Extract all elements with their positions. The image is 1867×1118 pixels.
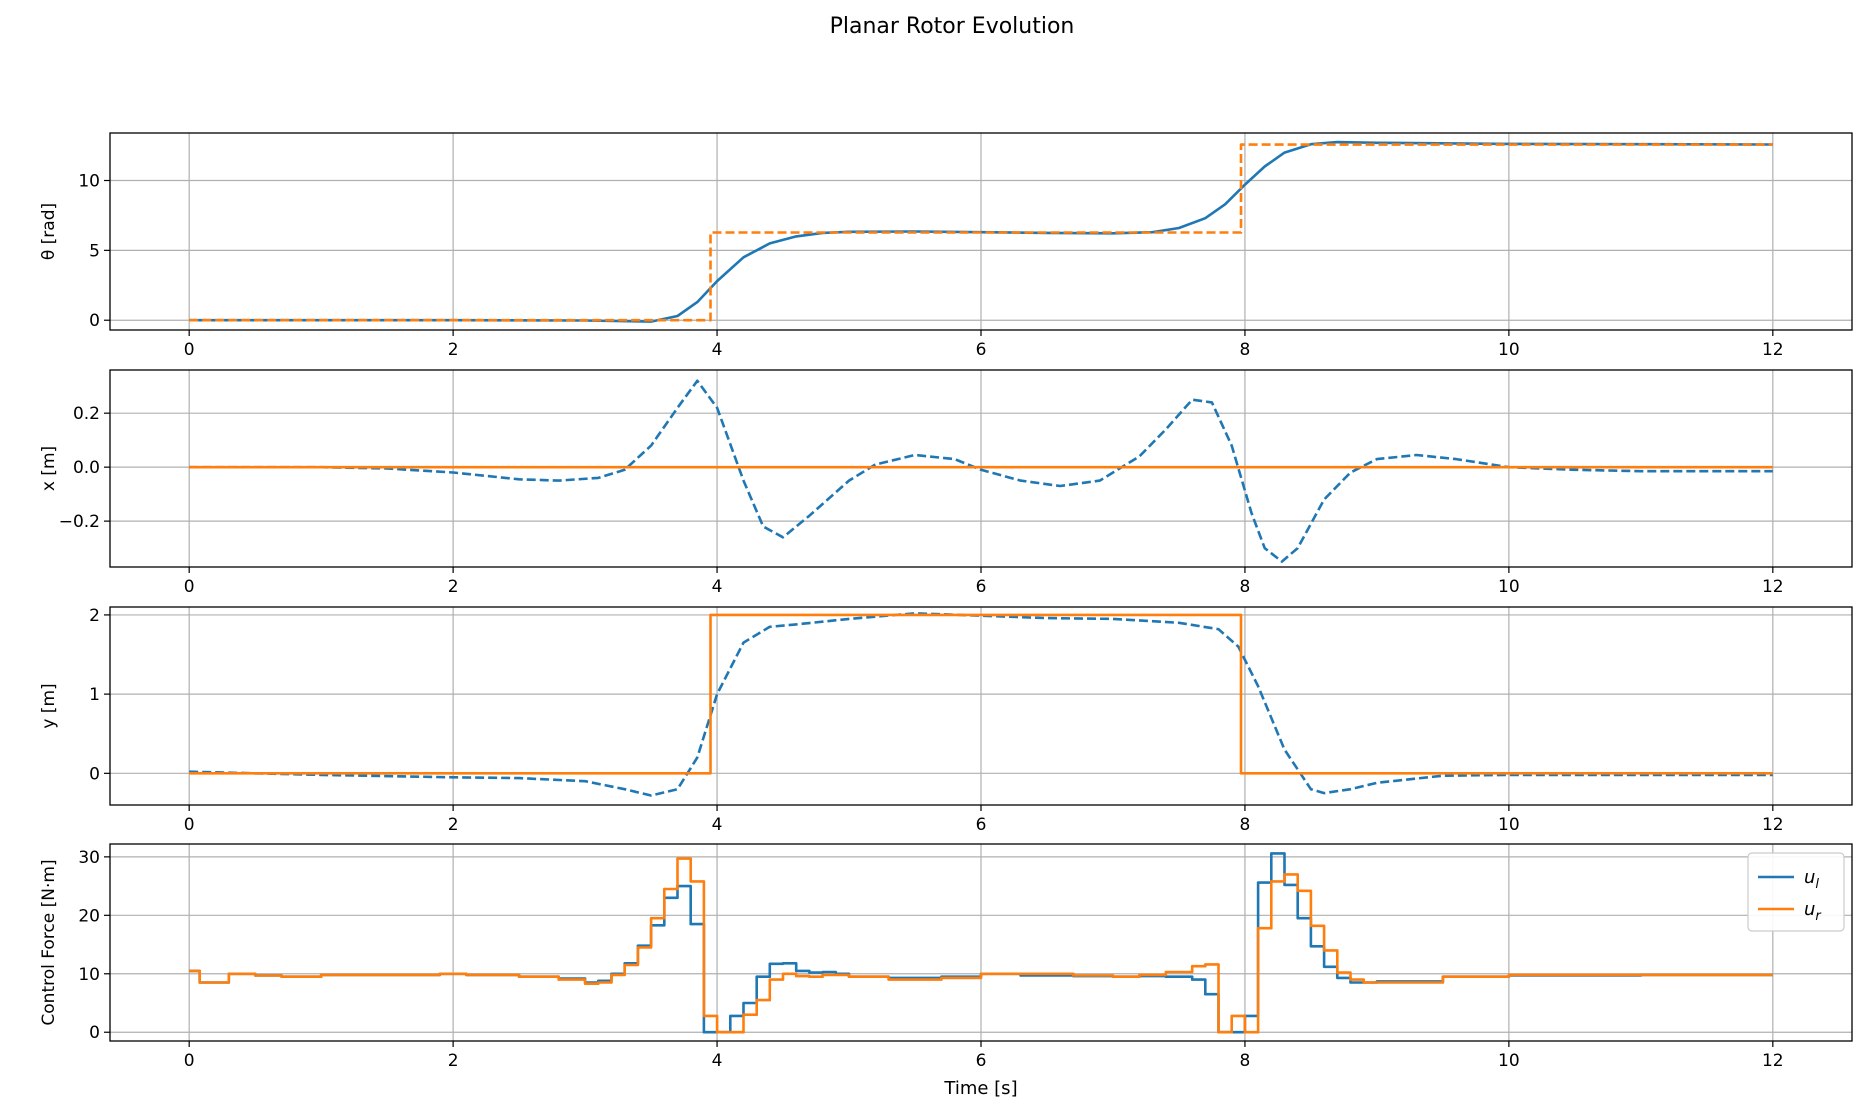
x-tick-label: 6	[976, 577, 987, 597]
x-tick-label: 8	[1240, 340, 1251, 360]
y-tick-label: 0.0	[73, 458, 100, 478]
x-tick-label: 0	[184, 577, 195, 597]
subplot-2: 0 2 4 6 8 10 12 −0.2 0.0 0.2 x [m]	[39, 369, 1853, 597]
y-tick-label: 10	[78, 172, 100, 192]
y-tick-label: 10	[78, 965, 100, 985]
x-tick-label: 10	[1498, 815, 1520, 835]
y-tick-label: 0	[89, 764, 100, 784]
x-tick-label: 6	[976, 1051, 987, 1071]
x-tick-label: 4	[712, 1051, 723, 1071]
y-axis-label: Control Force [N·m]	[39, 859, 59, 1025]
x-tick-label: 8	[1240, 815, 1251, 835]
x-tick-label: 4	[712, 815, 723, 835]
x-tick-label: 12	[1762, 340, 1784, 360]
y-tick-label: 5	[89, 241, 100, 261]
x-tick-label: 2	[448, 340, 459, 360]
x-tick-label: 0	[184, 340, 195, 360]
figure-title: Planar Rotor Evolution	[830, 14, 1075, 39]
series-line-2	[189, 143, 1773, 322]
y-tick-label: 2	[89, 606, 100, 626]
x-tick-label: 6	[976, 815, 987, 835]
y-tick-label: 20	[78, 906, 100, 926]
x-tick-label: 8	[1240, 1051, 1251, 1071]
subplot-1: 0 2 4 6 8 10 12 0 5 10 θ [rad]	[39, 132, 1853, 360]
series-line-1	[189, 612, 1773, 797]
y-axis-label: θ [rad]	[39, 203, 59, 260]
y-tick-label: 0	[89, 1023, 100, 1043]
series-line-2	[189, 857, 1773, 1034]
x-tick-label: 4	[712, 340, 723, 360]
series-line-2	[189, 613, 1773, 775]
x-tick-label: 4	[712, 577, 723, 597]
y-axis-label: x [m]	[39, 446, 59, 491]
x-tick-label: 12	[1762, 577, 1784, 597]
x-axis-label: Time [s]	[943, 1078, 1017, 1099]
series-line-1	[189, 379, 1773, 563]
subplot-4: 0 2 4 6 8 10 12 0 10 20 30 Control Force [N·m] Time …	[39, 843, 1853, 1099]
y-tick-label: 30	[78, 848, 100, 868]
x-tick-label: 10	[1498, 1051, 1520, 1071]
x-tick-label: 8	[1240, 577, 1251, 597]
y-tick-label: 0.2	[73, 404, 100, 424]
y-tick-label: 0	[89, 311, 100, 331]
x-tick-label: 6	[976, 340, 987, 360]
x-tick-label: 10	[1498, 340, 1520, 360]
legend-box	[1747, 852, 1845, 932]
x-tick-label: 2	[448, 1051, 459, 1071]
x-tick-label: 0	[184, 815, 195, 835]
y-tick-label: 1	[89, 685, 100, 705]
x-tick-label: 12	[1762, 815, 1784, 835]
y-tick-label: −0.2	[59, 512, 100, 532]
x-tick-label: 2	[448, 815, 459, 835]
y-axis-label: y [m]	[39, 683, 59, 728]
x-tick-label: 0	[184, 1051, 195, 1071]
x-tick-label: 12	[1762, 1051, 1784, 1071]
x-tick-label: 10	[1498, 577, 1520, 597]
x-tick-label: 2	[448, 577, 459, 597]
